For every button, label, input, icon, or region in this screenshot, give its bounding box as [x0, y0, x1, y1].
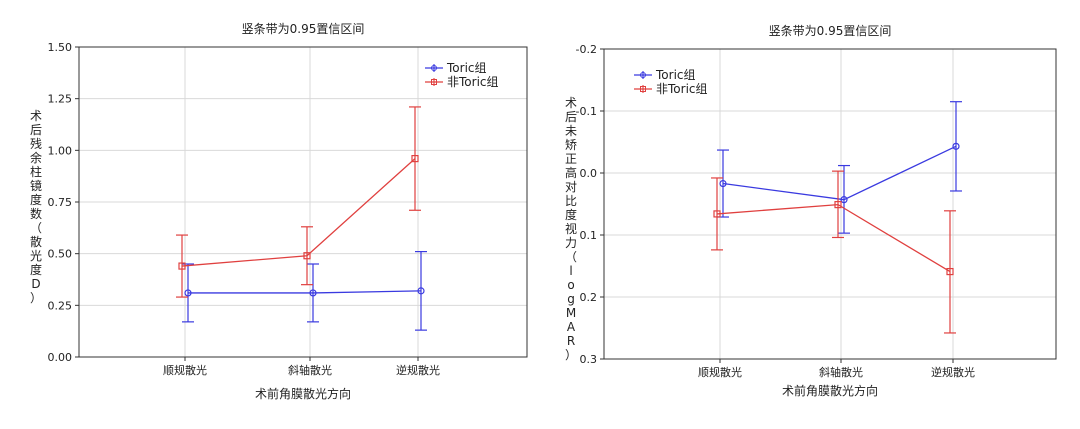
- left-series-line-1: [181, 158, 416, 267]
- chart-left-svg: 0.00 0.25 0.50 0.75 1.00 1.25 1.50 顺规散光 斜轴散光 逆规散光…: [30, 22, 528, 401]
- right-legend-marker-1: [640, 86, 646, 92]
- right-point-0-1: [840, 196, 848, 204]
- right-ytick-label-1: -0.1: [576, 105, 597, 118]
- right-ytick-label-3: 0.1: [580, 229, 598, 242]
- right-x-axis-label: 术前角膜散光方向: [782, 383, 878, 398]
- left-point-1-0: [178, 262, 186, 270]
- left-y-axis-label: 术后残余柱镜度数（散光度 D）: [30, 109, 42, 305]
- right-point-1-0: [713, 210, 721, 218]
- left-point-0-1: [309, 289, 317, 297]
- right-ytick-label-5: 0.3: [580, 353, 598, 366]
- right-series-line-1: [716, 203, 951, 273]
- right-ytick-label-2: 0.0: [580, 167, 598, 180]
- left-ytick-label-0: 0.00: [48, 351, 73, 364]
- left-point-1-2: [411, 155, 419, 163]
- left-point-1-1: [303, 252, 311, 260]
- right-xtick-label-2: 逆规散光: [931, 365, 975, 379]
- left-ytick-label-5: 1.25: [48, 93, 73, 106]
- right-ytick-label-4: 0.2: [580, 291, 598, 304]
- right-plot-frame: [603, 48, 1057, 360]
- right-point-0-0: [719, 179, 727, 188]
- left-legend-label-1: 非Toric组: [447, 75, 499, 89]
- right-xtick-label-0: 顺规散光: [698, 365, 742, 379]
- left-ytick-label-4: 1.00: [48, 144, 73, 157]
- chart-left: 0.00 0.25 0.50 0.75 1.00 1.25 1.50 顺规散光 斜轴散光 逆规散光…: [30, 22, 528, 401]
- right-y-axis-label: 术后未矫正高对比度视力（ l o g M A R）: [565, 96, 577, 362]
- right-point-1-1: [834, 201, 842, 209]
- left-series-line-0: [188, 290, 422, 294]
- right-chart-title: 竖条带为0.95置信区间: [769, 24, 892, 38]
- left-legend-marker-1: [431, 79, 437, 85]
- left-legend-label-0: Toric组: [446, 61, 487, 75]
- left-point-0-2: [417, 287, 425, 295]
- right-legend-marker-0: [640, 72, 646, 78]
- left-xtick-label-0: 顺规散光: [163, 363, 207, 377]
- right-point-1-2: [946, 267, 954, 276]
- left-ytick-label-3: 0.75: [48, 196, 73, 209]
- left-ytick-label-6: 1.50: [48, 41, 73, 54]
- right-xtick-label-1: 斜轴散光: [819, 365, 863, 379]
- chart-right: -0.2 -0.1 0.0 0.1 0.2 0.3 顺规散光 斜轴散光 逆规散光 竖条带为0.95…: [540, 0, 1080, 429]
- left-chart-title: 竖条带为0.95置信区间: [242, 22, 365, 36]
- left-ytick-label-1: 0.25: [48, 299, 73, 312]
- left-ytick-label-2: 0.50: [48, 248, 73, 261]
- chart-right-svg: -0.2 -0.1 0.0 0.1 0.2 0.3 顺规散光 斜轴散光 逆规散光 竖条带为0.95…: [565, 24, 1057, 398]
- left-xtick-label-2: 逆规散光: [396, 363, 440, 377]
- left-xtick-label-1: 斜轴散光: [288, 363, 332, 377]
- left-legend-marker-0: [431, 65, 437, 71]
- left-x-axis-label: 术前角膜散光方向: [255, 386, 351, 401]
- right-legend-label-0: Toric组: [655, 68, 696, 82]
- right-legend-label-1: 非Toric组: [656, 82, 708, 96]
- right-point-0-2: [952, 142, 960, 150]
- left-point-0-0: [184, 289, 192, 297]
- right-ytick-label-0: -0.2: [576, 43, 597, 56]
